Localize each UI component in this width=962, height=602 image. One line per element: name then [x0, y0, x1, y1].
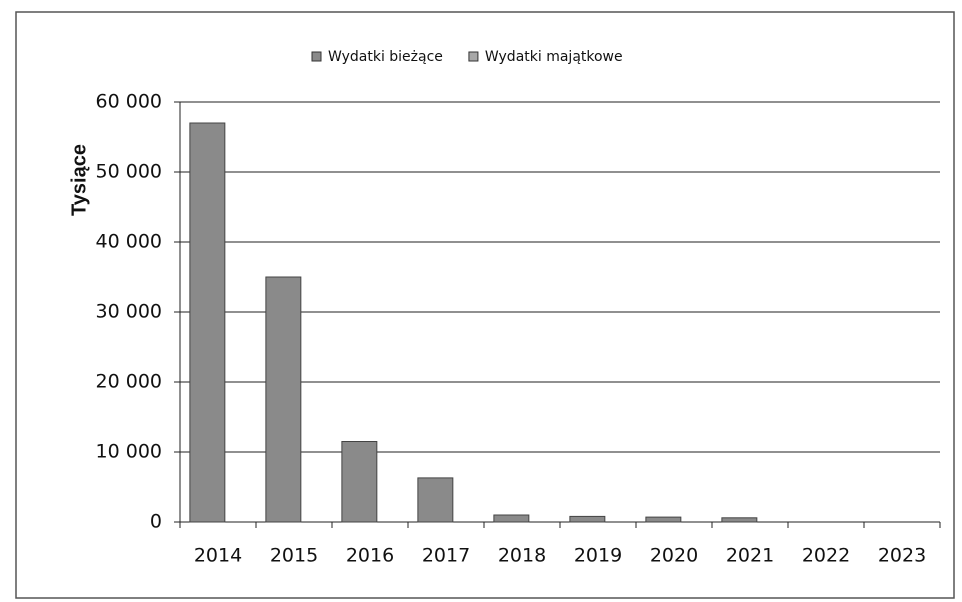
bar	[569, 515, 606, 523]
y-axis-label: Tysiące	[68, 144, 90, 216]
x-tick-label: 2020	[650, 545, 698, 567]
legend-swatch	[468, 51, 479, 62]
y-tick-label: 40 000	[96, 231, 162, 253]
y-tick-label: 20 000	[96, 371, 162, 393]
y-tick-label: 60 000	[96, 91, 162, 113]
y-tick-label: 0	[150, 511, 162, 533]
bar	[189, 122, 226, 523]
bar	[721, 517, 758, 523]
x-tick-label: 2014	[194, 545, 242, 567]
bar	[493, 514, 530, 523]
bar	[645, 516, 682, 523]
legend-label: Wydatki majątkowe	[485, 49, 623, 65]
x-tick-label: 2021	[726, 545, 774, 567]
x-tick-label: 2019	[574, 545, 622, 567]
x-tick-label: 2016	[346, 545, 394, 567]
x-tick-label: 2023	[878, 545, 926, 567]
bar	[417, 477, 454, 523]
legend-swatch	[311, 51, 322, 62]
bar	[265, 276, 302, 523]
y-tick-label: 50 000	[96, 161, 162, 183]
y-tick-label: 30 000	[96, 301, 162, 323]
y-tick-label: 10 000	[96, 441, 162, 463]
x-tick-label: 2018	[498, 545, 546, 567]
bar	[341, 441, 378, 523]
x-tick-label: 2017	[422, 545, 470, 567]
chart-border	[15, 11, 955, 599]
legend-label: Wydatki bieżące	[328, 49, 443, 65]
x-tick-label: 2015	[270, 545, 318, 567]
x-tick-label: 2022	[802, 545, 850, 567]
